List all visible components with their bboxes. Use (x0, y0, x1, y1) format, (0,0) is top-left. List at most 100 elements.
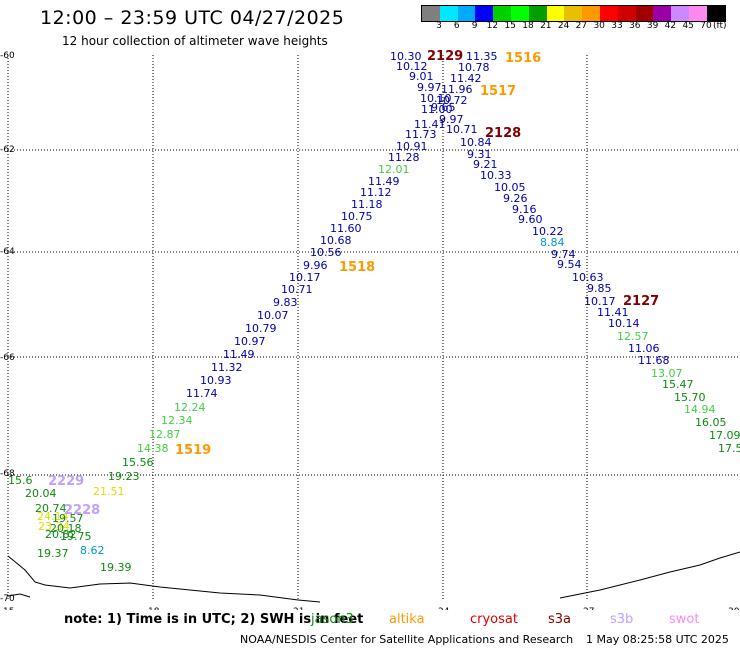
wave-height-value: 11.68 (638, 354, 670, 367)
satellite-legend-item: altika (389, 612, 425, 627)
color-scale-tick: 45 (682, 21, 694, 31)
wave-height-value: 15.70 (674, 391, 706, 404)
wave-height-value: 10.84 (460, 136, 492, 149)
legend-note: note: 1) Time is in UTC; 2) SWH is in fe… (64, 612, 364, 627)
color-scale-tick: 15 (504, 21, 516, 31)
color-swatch (617, 6, 636, 21)
wave-height-value: 19.75 (60, 530, 92, 543)
satellite-legend-item: cryosat (470, 612, 518, 627)
pass-id-label: 2129 (427, 49, 463, 64)
wave-height-value: 10.68 (320, 234, 352, 247)
wave-height-value: 11.41 (597, 306, 629, 319)
wave-height-value: 20.74 (35, 502, 67, 515)
color-scale-tick: 12 (486, 21, 499, 31)
color-scale-unit: (ft) (713, 21, 727, 31)
wave-height-value: 10.56 (310, 246, 342, 259)
longitude-label: 24 (438, 607, 450, 610)
wave-height-value: 10.63 (572, 271, 604, 284)
wave-height-value: 19.37 (37, 547, 69, 560)
pass-id-label: 2228 (64, 503, 100, 518)
wave-height-value: 10.71 (281, 283, 313, 296)
latitude-label: -60 (0, 51, 15, 61)
color-swatch (599, 6, 618, 21)
color-scale-tick: 33 (611, 21, 623, 31)
pass-id-label: 2127 (623, 294, 659, 309)
map-subtitle: 12 hour collection of altimeter wave hei… (62, 34, 328, 48)
wave-height-value: 17.52 (718, 442, 740, 455)
wave-height-value: 9.83 (273, 296, 298, 309)
wave-height-value: 11.41 (414, 118, 446, 131)
color-scale-tick: 9 (471, 21, 478, 31)
pass-id-label: 1517 (480, 84, 516, 99)
wave-height-value: 9.26 (503, 192, 528, 205)
color-swatch (546, 6, 565, 21)
latitude-label: -62 (0, 145, 15, 155)
color-scale-tick: 6 (453, 21, 460, 31)
wave-height-value: 12.01 (378, 163, 410, 176)
wave-height-labels: 10.3010.129.019.9710.1011.0011.4111.7310… (0, 0, 740, 574)
axis-labels: -60-62-64-66-68-70151821242730 (0, 51, 740, 610)
color-swatch (528, 6, 547, 21)
wave-height-value: 11.32 (211, 361, 243, 374)
map-title: 12:00 – 23:59 UTC 04/27/2025 (40, 7, 345, 29)
wave-height-value: 9.16 (512, 203, 537, 216)
wave-height-value: 10.07 (257, 309, 289, 322)
wave-height-value: 11.42 (450, 72, 482, 85)
wave-height-value: 16.19 (0, 0, 32, 3)
wave-height-value: 10.12 (396, 60, 428, 73)
wave-height-value: 10.75 (341, 210, 373, 223)
wave-height-value: 9.85 (587, 282, 612, 295)
wave-height-map: -60-62-64-66-68-70151821242730 10.3010.1… (0, 0, 740, 610)
wave-height-value: 8.84 (540, 236, 565, 249)
wave-height-value: 11.00 (421, 103, 453, 116)
wave-height-value: 11.06 (628, 342, 660, 355)
color-scale-tick: 30 (593, 21, 605, 31)
wave-height-value: 9.60 (518, 213, 543, 226)
wave-height-value: 11.12 (360, 186, 392, 199)
wave-height-value: 9.54 (557, 258, 582, 271)
longitude-label: 27 (583, 607, 594, 610)
wave-height-value: 9.74 (551, 248, 576, 261)
wave-height-value: 9.97 (417, 81, 442, 94)
wave-height-value: 10.22 (532, 225, 564, 238)
color-swatch (510, 6, 529, 21)
graticule (7, 55, 740, 600)
wave-height-value: 12.87 (149, 428, 181, 441)
color-swatch (475, 6, 494, 21)
color-swatch (635, 6, 654, 21)
wave-height-value: 11.49 (223, 348, 255, 361)
wave-height-value: 9.96 (303, 259, 328, 272)
latitude-label: -66 (0, 353, 15, 363)
wave-height-value: 10.10 (420, 92, 452, 105)
color-swatch (422, 6, 440, 21)
pass-labels: 2129 1516 1517 2128 1518 2127 1519 2229 2228 (48, 49, 659, 518)
wave-height-value: 24.14 (37, 510, 69, 523)
color-swatch (653, 6, 672, 21)
satellite-legend-item: jason3 (311, 612, 354, 627)
wave-height-value: 19.23 (108, 470, 140, 483)
wave-height-value: 12.24 (174, 401, 206, 414)
wave-height-value: 12.34 (161, 414, 193, 427)
longitude-label: 15 (3, 607, 14, 610)
wave-height-value: 12.57 (617, 330, 649, 343)
wave-height-value: 15.47 (662, 378, 694, 391)
color-swatch (439, 6, 458, 21)
color-scale-bar (421, 5, 726, 22)
wave-height-value: 9.21 (473, 158, 498, 171)
antarctic-coastline (7, 555, 321, 603)
wave-height-value: 11.74 (186, 387, 218, 400)
pass-id-label: 1516 (505, 51, 541, 66)
wave-height-value: 10.71 (446, 123, 478, 136)
wave-height-value: 20.82 (45, 528, 77, 541)
wave-height-value: 10.72 (436, 94, 468, 107)
wave-height-value: 9.01 (409, 70, 434, 83)
generated-timestamp: 1 May 08:25:58 UTC 2025 (586, 633, 729, 646)
wave-height-value: 14.38 (137, 442, 169, 455)
satellite-legend-item: swot (669, 612, 700, 627)
color-scale-tick: 3 (436, 21, 442, 31)
wave-height-value: 11.18 (351, 198, 383, 211)
wave-height-value: 19.39 (100, 561, 132, 574)
latitude-label: -70 (0, 594, 15, 604)
wave-height-value: 9.31 (467, 148, 492, 161)
wave-height-value: 20.18 (50, 522, 82, 535)
